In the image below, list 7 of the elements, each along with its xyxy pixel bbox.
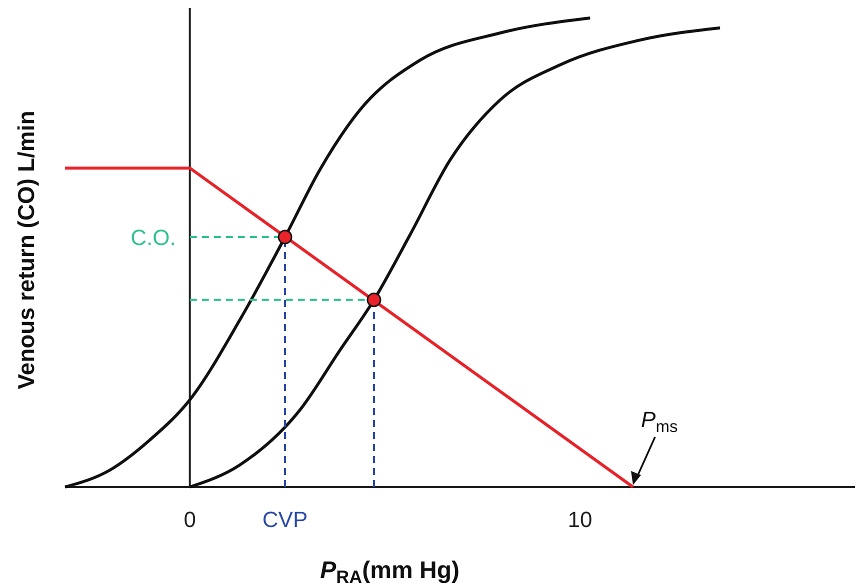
- annotation: P$_{ms}$: [641, 407, 678, 436]
- annotation: C.O.: [130, 225, 176, 250]
- x-axis-title: P$_{RA}$(mm Hg): [320, 557, 460, 588]
- y-axis-title: Venous return (CO) L/min: [13, 110, 39, 390]
- x-tick-label: 10: [568, 507, 592, 532]
- x-tick-label: 0: [184, 507, 196, 532]
- annotation: CVP: [262, 507, 308, 532]
